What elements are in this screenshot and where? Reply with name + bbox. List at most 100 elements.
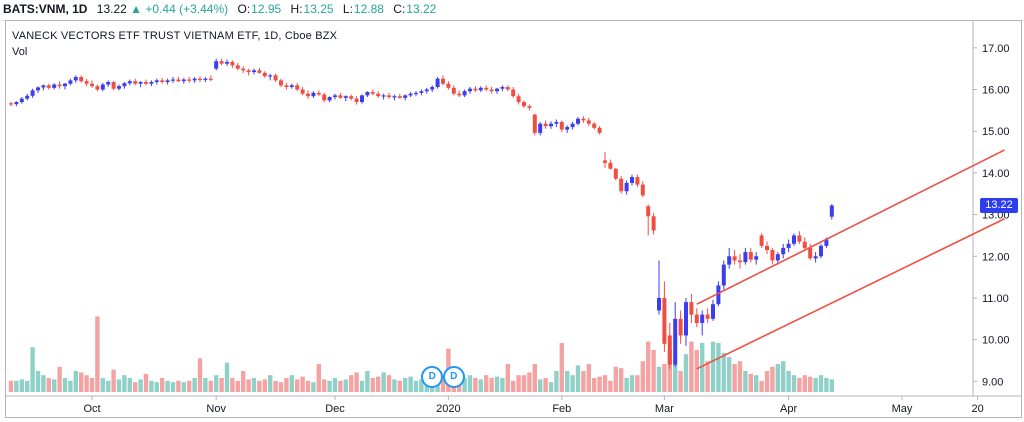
volume-bar (543, 378, 548, 392)
candle-body (52, 84, 57, 88)
candle-body (451, 87, 456, 94)
candle-body (765, 245, 769, 251)
volume-bar (208, 380, 213, 392)
volume-bar (494, 376, 500, 392)
price-chart[interactable]: 17.0016.0015.0014.0013.0012.0011.0010.00… (5, 20, 1022, 418)
volume-bar (68, 380, 73, 392)
candle-body (619, 178, 624, 192)
volume-bar (181, 382, 186, 392)
volume-bar (781, 361, 786, 392)
candle-body (273, 75, 278, 81)
volume-bar (305, 380, 311, 392)
dividend-event-marker[interactable]: D (442, 366, 465, 388)
candle-body (559, 122, 564, 130)
candle-body (73, 77, 78, 81)
volume-bar (316, 364, 321, 392)
candle-body (424, 89, 429, 92)
close-value: 13.22 (406, 2, 437, 16)
volume-bar (667, 350, 672, 392)
volume-bar (8, 380, 14, 392)
candle-body (581, 118, 586, 121)
candle-body (829, 205, 834, 217)
series-legend-title: VANECK VECTORS ETF TRUST VIETNAM ETF, 1D… (12, 30, 338, 42)
candle-body (106, 82, 111, 85)
change-value: +0.44 (+3.44%) (145, 2, 229, 16)
candle-body (63, 83, 67, 87)
volume-bar (370, 378, 375, 392)
candle-body (127, 81, 132, 84)
candle-body (284, 85, 289, 88)
candle-body (214, 61, 219, 69)
candle-body (79, 77, 84, 82)
y-tick-label: 9.00 (982, 376, 1003, 388)
candle-body (41, 85, 46, 88)
volume-bar (100, 378, 105, 392)
candle-body (608, 162, 613, 169)
volume-bar (473, 378, 478, 392)
volume-bar (700, 343, 705, 392)
volume-bar (46, 378, 51, 392)
candle-body (592, 123, 597, 128)
volume-bar (597, 376, 602, 392)
volume-bar (554, 371, 559, 392)
candle-body (576, 118, 580, 124)
dividend-event-marker[interactable]: D (421, 366, 444, 388)
candle-body (225, 62, 229, 64)
volume-bar (759, 380, 764, 392)
volume-bar (683, 354, 689, 392)
volume-bar (662, 364, 667, 392)
volume-bar (322, 379, 327, 392)
volume-bar (127, 378, 132, 392)
candle-body (478, 87, 483, 91)
candle-body (19, 98, 24, 103)
volume-bar (775, 364, 780, 392)
volume-bar (41, 375, 46, 392)
candle-body (360, 95, 364, 103)
candle-body (230, 62, 235, 66)
candle-body (565, 127, 570, 130)
candle-body (694, 314, 699, 323)
candle-body (727, 256, 732, 265)
chart-frame[interactable] (5, 20, 1022, 418)
volume-bar (392, 379, 397, 392)
volume-bar (770, 366, 775, 392)
candle-body (657, 297, 661, 311)
volume-bar (764, 371, 770, 392)
volume-bar (289, 375, 294, 392)
volume-bar (705, 361, 710, 392)
volume-legend: Vol (12, 46, 28, 58)
candle-body (176, 79, 181, 82)
candle-body (138, 82, 143, 84)
volume-bar (581, 371, 586, 392)
candle-body (333, 95, 337, 98)
candle-body (381, 95, 386, 97)
volume-bar (656, 366, 662, 392)
candle-body (241, 68, 246, 71)
candle-body (775, 254, 780, 261)
candle-body (117, 86, 121, 89)
volume-bar (241, 371, 246, 392)
volume-bar (160, 378, 165, 392)
volume-bar (25, 380, 30, 392)
candle-body (192, 78, 197, 81)
candle-body (295, 85, 300, 90)
candle-body (781, 247, 786, 255)
volume-bar (251, 378, 257, 392)
volume-bar (403, 378, 408, 392)
volume-bar (635, 375, 640, 392)
volume-bar (116, 379, 122, 392)
candle-body (630, 177, 634, 183)
candle-body (732, 256, 737, 261)
volume-bar (608, 380, 613, 392)
y-tick-label: 17.00 (982, 43, 1010, 55)
volume-bar (187, 380, 192, 392)
volume-bar (143, 373, 149, 392)
volume-bar (397, 380, 402, 392)
candle-body (171, 79, 175, 81)
candle-body (516, 96, 521, 103)
volume-bar (165, 380, 170, 392)
volume-bar (646, 341, 651, 392)
candle-body (700, 314, 705, 323)
candle-body (100, 84, 105, 90)
volume-bar (176, 380, 181, 392)
